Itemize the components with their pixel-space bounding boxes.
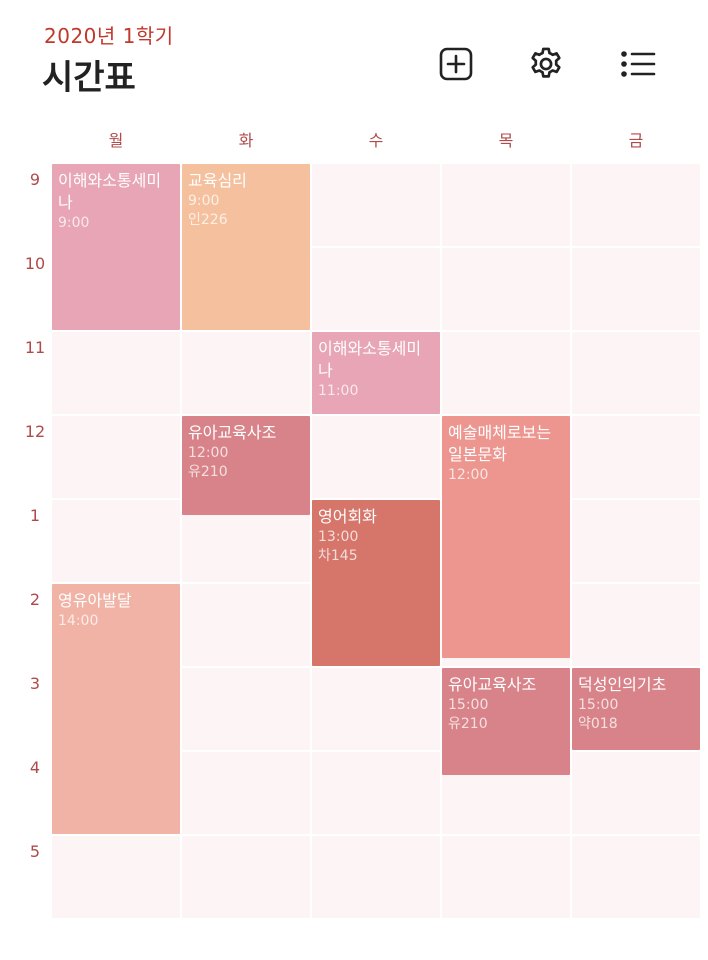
- timetable-cell[interactable]: [182, 752, 310, 834]
- plus-square-icon: [439, 47, 473, 81]
- day-header: 금: [628, 131, 644, 150]
- timetable-cell[interactable]: [572, 416, 700, 498]
- day-header: 목: [498, 131, 514, 150]
- timetable-cell[interactable]: [312, 668, 440, 750]
- hour-label: 5: [29, 842, 41, 861]
- course-block[interactable]: 유아교육사조 12:00 유210: [182, 416, 310, 515]
- course-room: 차145: [318, 548, 358, 564]
- course-block[interactable]: 유아교육사조 15:00 유210: [442, 668, 570, 776]
- course-time: 15:00: [578, 697, 619, 713]
- list-icon: [621, 51, 656, 77]
- course-room: 유210: [448, 716, 488, 732]
- course-name: 교육심리: [188, 171, 247, 190]
- day-header: 화: [238, 131, 254, 150]
- course-time: 9:00: [188, 193, 220, 209]
- timetable-cell[interactable]: [442, 164, 570, 246]
- timetable-cell[interactable]: [572, 248, 700, 330]
- timetable-cell[interactable]: [182, 332, 310, 414]
- hour-label: 9: [29, 170, 41, 189]
- hour-label: 11: [24, 338, 46, 357]
- timetable-cell[interactable]: [182, 584, 310, 666]
- course-time: 11:00: [318, 383, 359, 399]
- settings-button[interactable]: [524, 42, 568, 86]
- course-block[interactable]: 덕성인의기초 15:00 약018: [572, 668, 700, 750]
- timetable-cell[interactable]: [52, 836, 180, 918]
- timetable-cell[interactable]: [52, 500, 180, 582]
- course-name: 이해와소통세미나: [318, 339, 422, 380]
- course-block[interactable]: 이해와소통세미나 9:00: [52, 164, 180, 330]
- course-name: 덕성인의기초: [578, 675, 667, 694]
- timetable-cell[interactable]: [52, 416, 180, 498]
- timetable-cell[interactable]: [312, 164, 440, 246]
- timetable-cell[interactable]: [572, 836, 700, 918]
- course-name: 유아교육사조: [188, 423, 277, 442]
- course-room: 인226: [188, 212, 228, 228]
- course-block[interactable]: 교육심리 9:00 인226: [182, 164, 310, 330]
- timetable-cell[interactable]: [442, 332, 570, 414]
- course-block[interactable]: 영유아발달 14:00: [52, 584, 180, 834]
- day-header: 수: [368, 131, 384, 150]
- course-name: 영유아발달: [58, 591, 132, 610]
- timetable-cell[interactable]: [52, 332, 180, 414]
- course-block[interactable]: 이해와소통세미나 11:00: [312, 332, 440, 414]
- timetable-cell[interactable]: [572, 500, 700, 582]
- course-time: 13:00: [318, 529, 359, 545]
- timetable-cell[interactable]: [182, 836, 310, 918]
- hour-label: 10: [24, 254, 46, 273]
- timetable-cell[interactable]: [182, 668, 310, 750]
- course-name: 예술매체로보는일본문화: [448, 423, 552, 464]
- header: 2020년 1학기 시간표: [0, 0, 708, 120]
- course-name: 유아교육사조: [448, 675, 537, 694]
- course-room: 유210: [188, 464, 228, 480]
- gear-icon: [531, 47, 561, 78]
- hour-label: 2: [29, 590, 41, 609]
- timetable-cell[interactable]: [442, 248, 570, 330]
- course-block[interactable]: 영어회화 13:00 차145: [312, 500, 440, 666]
- hour-label: 1: [29, 506, 41, 525]
- timetable-cell[interactable]: [442, 836, 570, 918]
- hour-label: 3: [29, 674, 41, 693]
- timetable-grid: 월 화 수 목 금 9 10 11 12 1 2 3 4 5 이해와소통세미나 9:00 교육심리 9:00 인22…: [20, 126, 700, 920]
- timetable-cell[interactable]: [572, 332, 700, 414]
- timetable-cell[interactable]: [312, 836, 440, 918]
- course-room: 약018: [578, 716, 618, 732]
- course-time: 12:00: [448, 467, 489, 483]
- course-time: 15:00: [448, 697, 489, 713]
- timetable-cell[interactable]: [572, 164, 700, 246]
- course-name: 영어회화: [318, 507, 377, 526]
- timetable-cell[interactable]: [312, 248, 440, 330]
- timetable-cell[interactable]: [312, 752, 440, 834]
- semester-selector[interactable]: 2020년 1학기: [44, 24, 174, 48]
- course-block[interactable]: 예술매체로보는일본문화 12:00: [442, 416, 570, 658]
- timetable-cell[interactable]: [312, 416, 440, 498]
- course-name: 이해와소통세미나: [58, 171, 162, 212]
- add-course-button[interactable]: [434, 42, 478, 86]
- timetable-cell[interactable]: [572, 752, 700, 834]
- hour-label: 12: [24, 422, 46, 441]
- page-title: 시간표: [42, 58, 136, 98]
- list-button[interactable]: [616, 42, 660, 86]
- day-header: 월: [108, 131, 124, 150]
- course-time: 9:00: [58, 215, 90, 231]
- course-time: 12:00: [188, 445, 229, 461]
- course-time: 14:00: [58, 613, 99, 629]
- timetable-cell[interactable]: [572, 584, 700, 666]
- hour-label: 4: [29, 758, 41, 777]
